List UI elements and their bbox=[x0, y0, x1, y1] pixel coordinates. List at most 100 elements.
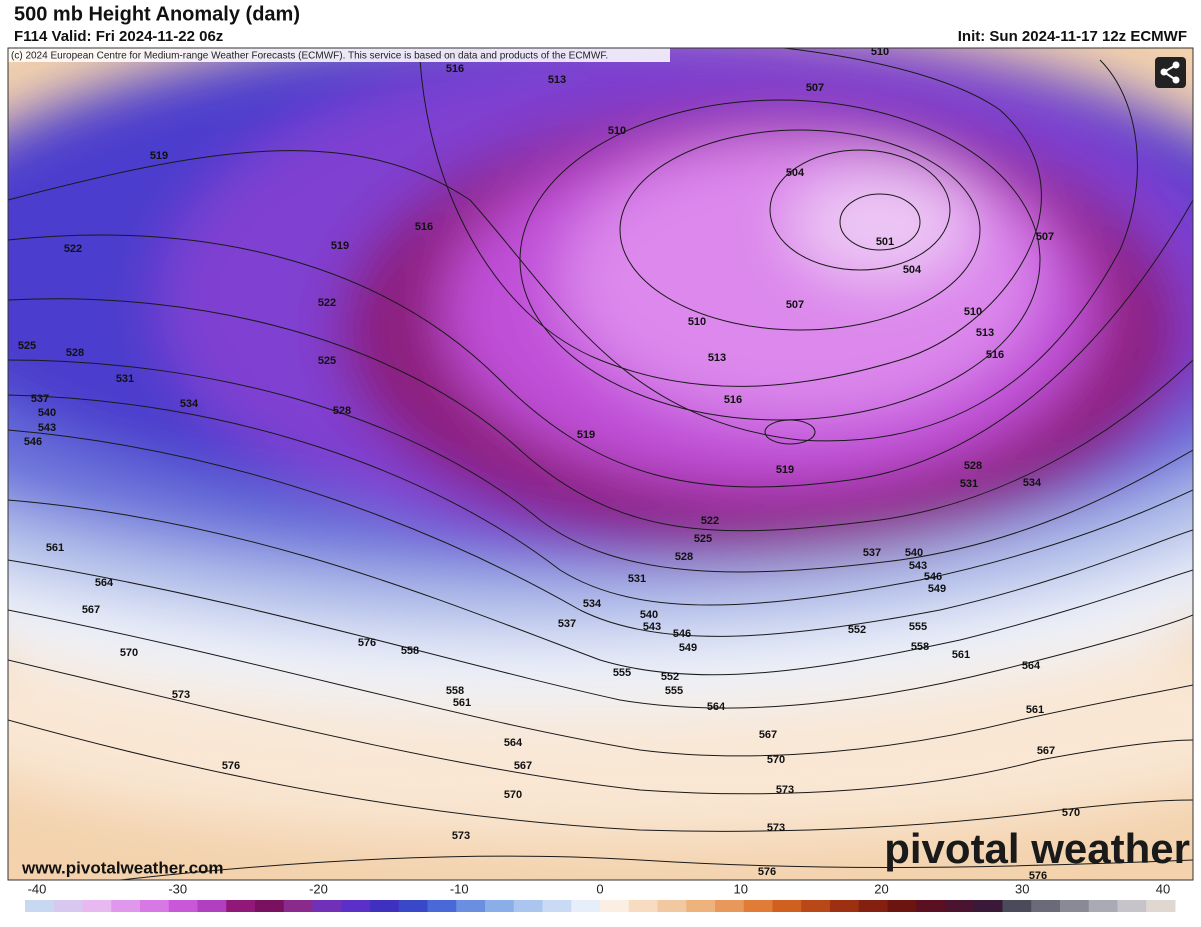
contour-label: 516 bbox=[724, 394, 742, 406]
contour-label: 576 bbox=[758, 866, 776, 878]
contour-label: 507 bbox=[806, 82, 824, 94]
colorbar-tick-label: 0 bbox=[596, 881, 603, 896]
contour-label: 510 bbox=[964, 306, 982, 318]
colorbar-swatch bbox=[1117, 900, 1147, 912]
contour-label: 564 bbox=[504, 737, 523, 749]
contour-label: 570 bbox=[1062, 807, 1080, 819]
contour-label: 519 bbox=[577, 429, 595, 441]
contour-label: 570 bbox=[504, 789, 522, 801]
contour-label: 516 bbox=[986, 349, 1004, 361]
contour-label: 555 bbox=[665, 685, 683, 697]
colorbar-tick-label: -10 bbox=[450, 881, 469, 896]
contour-label: 573 bbox=[776, 784, 794, 796]
colorbar-swatch bbox=[1146, 900, 1176, 912]
contour-label: 558 bbox=[401, 645, 419, 657]
colorbar-tick-label: 20 bbox=[874, 881, 888, 896]
colorbar-swatch bbox=[1002, 900, 1032, 912]
contour-label: 528 bbox=[66, 347, 84, 359]
contour-label: 537 bbox=[31, 393, 49, 405]
colorbar-swatch bbox=[398, 900, 428, 912]
contour-label: 543 bbox=[909, 560, 927, 572]
contour-label: 570 bbox=[767, 754, 785, 766]
contour-label: 528 bbox=[964, 460, 982, 472]
colorbar-swatch bbox=[427, 900, 457, 912]
contour-label: 570 bbox=[120, 647, 138, 659]
contour-label: 513 bbox=[976, 327, 994, 339]
colorbar-tick-label: 10 bbox=[734, 881, 748, 896]
contour-label: 531 bbox=[960, 478, 978, 490]
contour-label: 567 bbox=[82, 604, 100, 616]
contour-label: 510 bbox=[871, 46, 889, 58]
colorbar-swatch bbox=[1060, 900, 1090, 912]
contour-label: 561 bbox=[453, 697, 471, 709]
colorbar-swatch bbox=[255, 900, 285, 912]
share-button[interactable] bbox=[1155, 57, 1186, 88]
colorbar-swatch bbox=[542, 900, 572, 912]
colorbar-tick-label: 40 bbox=[1156, 881, 1170, 896]
contour-label: 573 bbox=[452, 830, 470, 842]
contour-label: 564 bbox=[1022, 660, 1041, 672]
colorbar: -40 -30 -20 -10 0 10 20 30 40 bbox=[25, 881, 1176, 912]
contour-label: 576 bbox=[222, 760, 240, 772]
contour-label: 576 bbox=[1029, 870, 1047, 882]
contour-label: 534 bbox=[583, 598, 602, 610]
colorbar-tick-label: 30 bbox=[1015, 881, 1029, 896]
contour-label: 525 bbox=[694, 533, 712, 545]
colorbar-swatch bbox=[1031, 900, 1061, 912]
contour-label: 540 bbox=[38, 407, 56, 419]
contour-label: 561 bbox=[1026, 704, 1044, 716]
colorbar-swatch bbox=[887, 900, 917, 912]
contour-label: 504 bbox=[903, 264, 922, 276]
colorbar-swatch bbox=[513, 900, 543, 912]
watermark: pivotal weather bbox=[884, 825, 1190, 872]
contour-label: 528 bbox=[333, 405, 351, 417]
colorbar-swatch bbox=[197, 900, 227, 912]
contour-label: 507 bbox=[1036, 231, 1054, 243]
copyright: (c) 2024 European Centre for Medium-rang… bbox=[11, 51, 608, 62]
contour-label: 516 bbox=[446, 63, 464, 75]
colorbar-swatch bbox=[858, 900, 888, 912]
colorbar-swatch bbox=[686, 900, 716, 912]
contour-label: 525 bbox=[18, 340, 36, 352]
contour-label: 534 bbox=[1023, 477, 1042, 489]
contour-label: 543 bbox=[38, 422, 56, 434]
contour-label: 552 bbox=[848, 624, 866, 636]
contour-label: 528 bbox=[675, 551, 693, 563]
contour-label: 573 bbox=[767, 822, 785, 834]
contour-label: 513 bbox=[548, 74, 566, 86]
contour-lines bbox=[8, 48, 1193, 880]
website: www.pivotalweather.com bbox=[21, 858, 224, 877]
contour-label: 531 bbox=[628, 573, 646, 585]
contour-label: 516 bbox=[415, 221, 433, 233]
colorbar-tick-label: -40 bbox=[28, 881, 47, 896]
contour-label: 555 bbox=[613, 667, 631, 679]
contour-label: 546 bbox=[924, 571, 942, 583]
contour-label: 546 bbox=[673, 628, 691, 640]
contour-label: 555 bbox=[909, 621, 927, 633]
contour-label: 504 bbox=[786, 167, 805, 179]
map: 510 516 513 507 510 519 504 516 519 522 501 504 507 5… bbox=[8, 46, 1193, 882]
contour-label: 567 bbox=[514, 760, 532, 772]
colorbar-swatch bbox=[341, 900, 371, 912]
map-frame bbox=[7, 47, 1194, 881]
contour-label: 519 bbox=[331, 240, 349, 252]
colorbar-swatch bbox=[571, 900, 601, 912]
colorbar-swatch bbox=[743, 900, 773, 912]
colorbar-swatch bbox=[628, 900, 658, 912]
contour-label: 534 bbox=[180, 398, 199, 410]
share-button-bg[interactable] bbox=[1155, 57, 1186, 88]
contour-label: 513 bbox=[708, 352, 726, 364]
colorbar-swatch bbox=[945, 900, 975, 912]
contour-label: 522 bbox=[701, 515, 719, 527]
contour-label: 546 bbox=[24, 436, 42, 448]
contour-label: 507 bbox=[786, 299, 804, 311]
colorbar-swatch bbox=[830, 900, 860, 912]
contour-label: 558 bbox=[911, 641, 929, 653]
contour-label: 558 bbox=[446, 685, 464, 697]
contour-label: 537 bbox=[558, 618, 576, 630]
colorbar-swatch bbox=[226, 900, 256, 912]
contour-label: 519 bbox=[150, 150, 168, 162]
contour-label: 552 bbox=[661, 671, 679, 683]
colorbar-swatch bbox=[140, 900, 170, 912]
